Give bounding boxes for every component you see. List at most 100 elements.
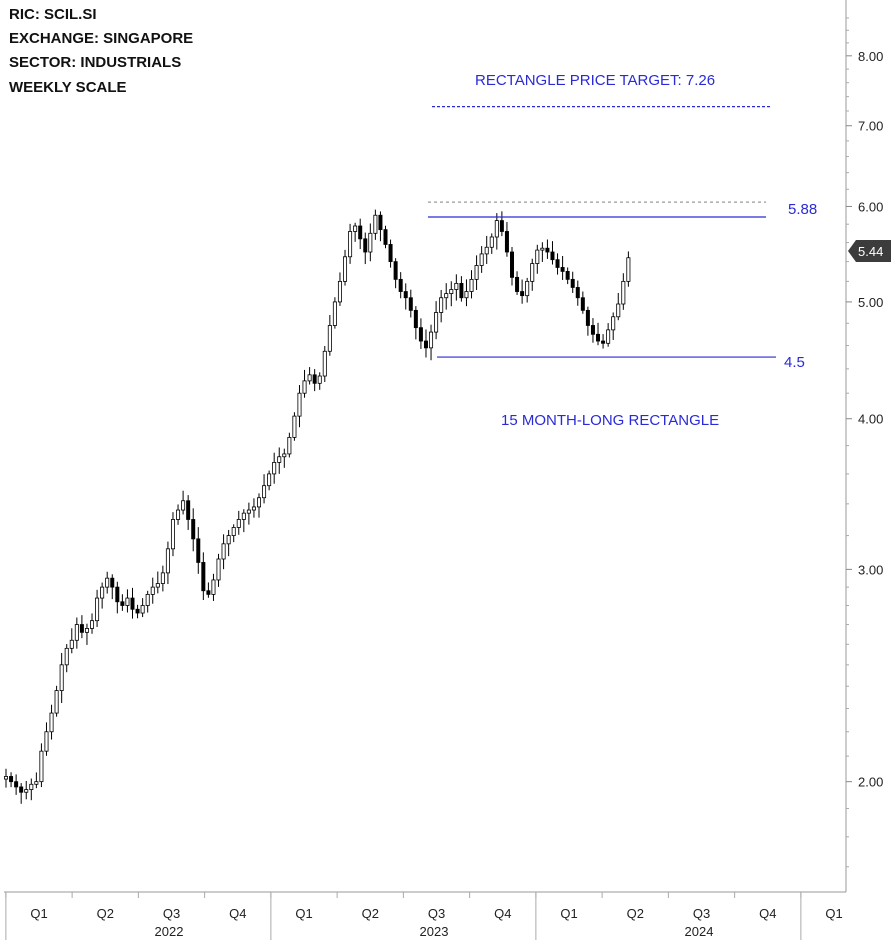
candle xyxy=(115,581,120,614)
candle xyxy=(176,504,181,525)
quarter-label: Q2 xyxy=(627,906,644,921)
candle xyxy=(606,323,611,347)
candle xyxy=(130,587,135,619)
candle xyxy=(216,553,221,587)
candle xyxy=(39,743,44,788)
candle xyxy=(79,615,84,639)
last-price-label: 5.44 xyxy=(858,244,883,259)
candle xyxy=(69,628,74,654)
candle xyxy=(378,211,383,242)
quarter-label: Q3 xyxy=(693,906,710,921)
candle xyxy=(499,211,504,237)
candle xyxy=(44,722,49,756)
candle xyxy=(434,301,439,340)
candle xyxy=(348,223,353,264)
candle xyxy=(135,604,140,619)
candle xyxy=(84,623,89,645)
candle xyxy=(358,218,363,250)
candle xyxy=(181,490,186,515)
ric-label: RIC: SCIL.SI xyxy=(9,6,97,23)
quarter-label: Q4 xyxy=(759,906,776,921)
candle xyxy=(95,589,100,627)
candle xyxy=(429,324,434,361)
candle xyxy=(302,369,307,398)
candle xyxy=(211,573,216,601)
candle xyxy=(464,279,469,307)
quarter-label: Q1 xyxy=(30,906,47,921)
candle xyxy=(206,582,211,598)
candle xyxy=(373,209,378,240)
candle xyxy=(580,291,585,314)
candle xyxy=(74,617,79,649)
candle xyxy=(165,541,170,585)
candle xyxy=(343,249,348,286)
candle xyxy=(140,598,145,618)
scale-label: WEEKLY SCALE xyxy=(9,79,127,96)
candle xyxy=(368,223,373,262)
quarter-label: Q4 xyxy=(229,906,246,921)
candle xyxy=(560,256,565,280)
candle xyxy=(145,590,150,613)
resistance-annotation: 5.88 xyxy=(788,201,817,218)
candle xyxy=(241,509,246,533)
support-annotation: 4.5 xyxy=(784,354,805,371)
candle xyxy=(256,493,261,518)
quarter-label: Q4 xyxy=(494,906,511,921)
candle xyxy=(4,768,9,788)
candle xyxy=(383,225,388,249)
year-label: 2024 xyxy=(685,924,714,939)
year-label: 2023 xyxy=(420,924,449,939)
candle xyxy=(221,534,226,570)
candle xyxy=(155,571,160,594)
quarter-label: Q1 xyxy=(825,906,842,921)
candle xyxy=(29,778,34,801)
candle xyxy=(292,412,297,441)
target-annotation: RECTANGLE PRICE TARGET: 7.26 xyxy=(475,72,715,89)
year-label: 2022 xyxy=(155,924,184,939)
candle xyxy=(555,253,560,275)
candle xyxy=(231,524,236,543)
y-tick-label: 7.00 xyxy=(858,119,883,134)
candle xyxy=(59,652,64,704)
y-axis: 2.00 3.00 4.00 5.00 6.00 7.00 8.00 xyxy=(845,0,883,892)
candle xyxy=(565,267,570,285)
candle xyxy=(398,272,403,299)
candle xyxy=(575,280,580,306)
quarter-label: Q2 xyxy=(97,906,114,921)
candle xyxy=(186,495,191,530)
candle xyxy=(525,277,530,303)
candle xyxy=(590,318,595,343)
candle xyxy=(540,242,545,262)
quarter-label: Q1 xyxy=(295,906,312,921)
candle xyxy=(201,552,206,601)
y-tick-label: 8.00 xyxy=(858,49,883,64)
candle xyxy=(24,780,29,800)
candle xyxy=(626,251,631,287)
y-tick-label: 2.00 xyxy=(858,775,883,790)
candle xyxy=(621,273,626,310)
candle xyxy=(282,448,287,468)
candle xyxy=(307,367,312,385)
candle xyxy=(14,774,19,795)
candle xyxy=(236,510,241,535)
candle xyxy=(535,244,540,274)
levels-layer xyxy=(428,106,776,358)
candle xyxy=(494,213,499,250)
candle xyxy=(317,372,322,390)
candle xyxy=(267,470,272,491)
candle xyxy=(251,498,256,518)
candle xyxy=(550,241,555,265)
candle xyxy=(196,527,201,574)
candle xyxy=(479,246,484,273)
candle xyxy=(105,571,110,594)
candle xyxy=(9,772,14,788)
candle xyxy=(287,432,292,458)
candle xyxy=(388,239,393,268)
last-price-badge: 5.44 xyxy=(848,240,891,262)
candle xyxy=(454,274,459,301)
candle xyxy=(423,329,428,358)
candle xyxy=(408,289,413,318)
candle xyxy=(262,474,267,504)
